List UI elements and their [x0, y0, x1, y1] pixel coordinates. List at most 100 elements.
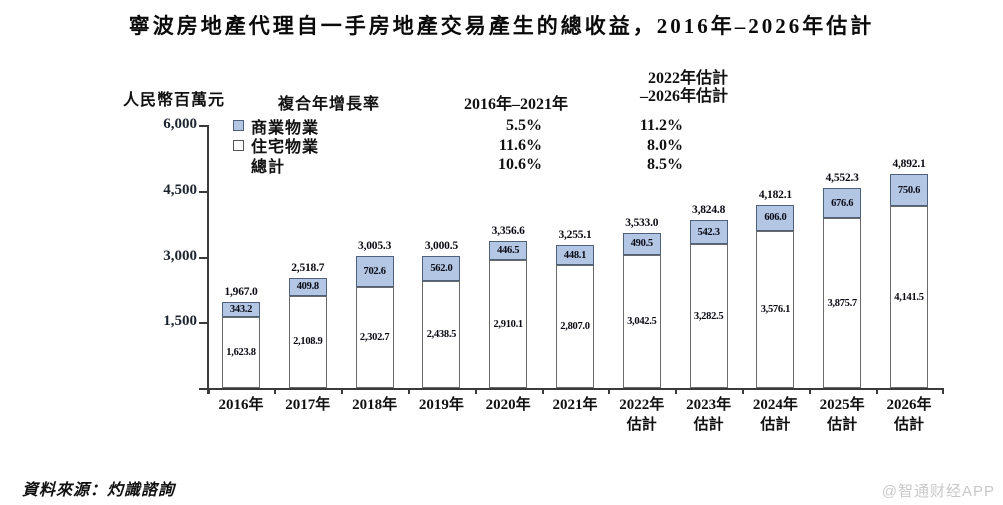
- bar-segment-commercial: 562.0: [422, 256, 461, 282]
- bar-segment-label: 3,042.5: [627, 315, 657, 327]
- cagr-value: 10.6%: [498, 156, 542, 173]
- x-axis-year-label: 2018年: [352, 397, 398, 413]
- x-axis-estimate-label: 估計: [760, 417, 791, 433]
- commercial-swatch-icon: [233, 120, 244, 132]
- x-axis-year-label: 2025年: [819, 397, 865, 413]
- x-axis-year-label: 2023年: [686, 397, 732, 413]
- y-tick: [199, 322, 207, 325]
- bar-segment-commercial: 702.6: [355, 256, 394, 288]
- bar-segment-label: 2,302.7: [359, 332, 390, 344]
- bar-segment-commercial: 676.6: [823, 188, 862, 219]
- bar-segment-label: 3,576.1: [760, 304, 791, 316]
- y-axis-unit-label: 人民幣百萬元: [123, 92, 226, 109]
- x-axis-category-label: 2016年: [206, 395, 276, 415]
- watermark: @智通财经APP: [881, 483, 995, 500]
- bar-segment-label: 1,623.8: [226, 346, 256, 358]
- bar-segment-residential: 3,576.1: [756, 231, 795, 388]
- y-tick-label: 1,500: [163, 313, 197, 330]
- cagr-col1-values: 5.5% 11.6% 10.6%: [440, 116, 542, 175]
- bar-segment-label: 490.5: [630, 238, 653, 250]
- bar-total-label: 1,967.0: [224, 285, 258, 298]
- x-tick: [742, 388, 744, 394]
- legend: 商業物業 住宅物業 總計: [233, 116, 320, 176]
- bar-total-label: 3,255.1: [558, 229, 592, 242]
- x-tick: [875, 388, 878, 394]
- x-axis-category-label: 2018年: [340, 395, 410, 415]
- cagr-value: 11.2%: [639, 117, 683, 134]
- legend-label: 住宅物業: [251, 139, 320, 157]
- y-tick: [199, 125, 207, 127]
- bar-segment-residential: 3,042.5: [622, 254, 661, 388]
- legend-row: 住宅物業: [233, 136, 319, 156]
- bar-segment-label: 446.5: [497, 245, 520, 257]
- x-axis-year-label: 2019年: [418, 397, 464, 413]
- x-axis-category-label: 2020年: [473, 395, 543, 415]
- x-tick: [675, 388, 678, 394]
- bar-segment-commercial: 448.1: [556, 245, 594, 265]
- bar-segment-label: 676.6: [831, 197, 854, 209]
- x-axis-category-label: 2019年: [406, 395, 476, 415]
- bar-segment-residential: 2,807.0: [556, 264, 594, 388]
- y-tick: [199, 256, 207, 259]
- x-axis-year-label: 2020年: [485, 397, 531, 413]
- bar-total-label: 4,552.3: [825, 172, 859, 185]
- bar-segment-label: 409.8: [296, 281, 319, 293]
- bar-segment-commercial: 542.3: [689, 220, 728, 245]
- x-tick: [408, 388, 410, 394]
- x-axis-year-label: 2024年: [752, 397, 798, 413]
- bar-segment-label: 3,875.7: [827, 297, 857, 309]
- bar-total-label: 3,005.3: [358, 240, 392, 253]
- bar-segment-residential: 2,910.1: [489, 260, 528, 388]
- bar-segment-residential: 2,108.9: [288, 295, 327, 388]
- y-tick-label: 6,000: [163, 116, 197, 132]
- bar-segment-label: 4,141.5: [894, 291, 924, 303]
- bar-segment-label: 606.0: [764, 212, 787, 224]
- bar-total-label: 3,356.6: [491, 224, 525, 237]
- bar-segment-label: 2,910.1: [493, 318, 523, 330]
- bar-segment-label: 702.6: [363, 266, 386, 278]
- x-tick: [942, 388, 945, 394]
- bar-total-label: 3,824.8: [692, 204, 726, 217]
- x-tick: [808, 388, 811, 394]
- cagr-col1-header: 2016年–2021年: [463, 96, 568, 113]
- x-tick: [274, 388, 277, 394]
- cagr-col2-header-line2: –2026年估計: [639, 88, 728, 105]
- bar-total-label: 4,182.1: [758, 188, 792, 201]
- y-tick-label: 4,500: [163, 181, 197, 198]
- cagr-value: 11.6%: [498, 136, 542, 154]
- legend-label: 總計: [251, 158, 286, 176]
- legend-label: 商業物業: [251, 119, 320, 137]
- x-axis-category-label: 2017年: [273, 395, 343, 415]
- x-axis-year-label: 2026年: [886, 397, 932, 413]
- x-axis-year-label: 2016年: [218, 397, 264, 413]
- x-axis-category-label: 2022年 估計: [607, 395, 677, 435]
- bar-total-label: 3,000.5: [424, 240, 458, 253]
- bar-segment-label: 2,807.0: [560, 320, 590, 332]
- x-axis-year-label: 2017年: [285, 397, 331, 413]
- cagr-value: 8.0%: [647, 136, 683, 154]
- chart-title: 寧波房地產代理自一手房地產交易產生的總收益，2016年–2026年估計: [128, 14, 875, 38]
- cagr-col2-header: 2022年估計 –2026年估計: [588, 70, 728, 106]
- x-axis-year-label: 2022年: [619, 397, 665, 413]
- bar-total-label: 3,533.0: [625, 217, 659, 230]
- bar-segment-commercial: 750.6: [890, 173, 928, 207]
- bar-segment-label: 2,108.9: [293, 336, 323, 348]
- cagr-value: 5.5%: [506, 117, 542, 134]
- bar-segment-residential: 3,875.7: [823, 218, 862, 388]
- bar-segment-residential: 1,623.8: [222, 316, 260, 388]
- bar-segment-label: 3,282.5: [693, 310, 724, 322]
- bar-segment-residential: 4,141.5: [890, 206, 928, 388]
- x-tick: [207, 388, 210, 394]
- x-tick: [541, 388, 544, 394]
- y-tick-label: 3,000: [163, 247, 197, 264]
- bar-segment-label: 2,438.5: [426, 329, 457, 341]
- legend-row: 商業物業: [233, 116, 320, 137]
- bar-segment-label: 448.1: [563, 249, 587, 261]
- cagr-value: 8.5%: [647, 156, 683, 173]
- cagr-table-header: 複合年增長率: [278, 96, 381, 113]
- x-tick: [341, 388, 344, 394]
- bar-total-label: 4,892.1: [892, 157, 926, 170]
- residential-swatch-icon: [233, 139, 244, 151]
- x-axis-line: [199, 388, 944, 390]
